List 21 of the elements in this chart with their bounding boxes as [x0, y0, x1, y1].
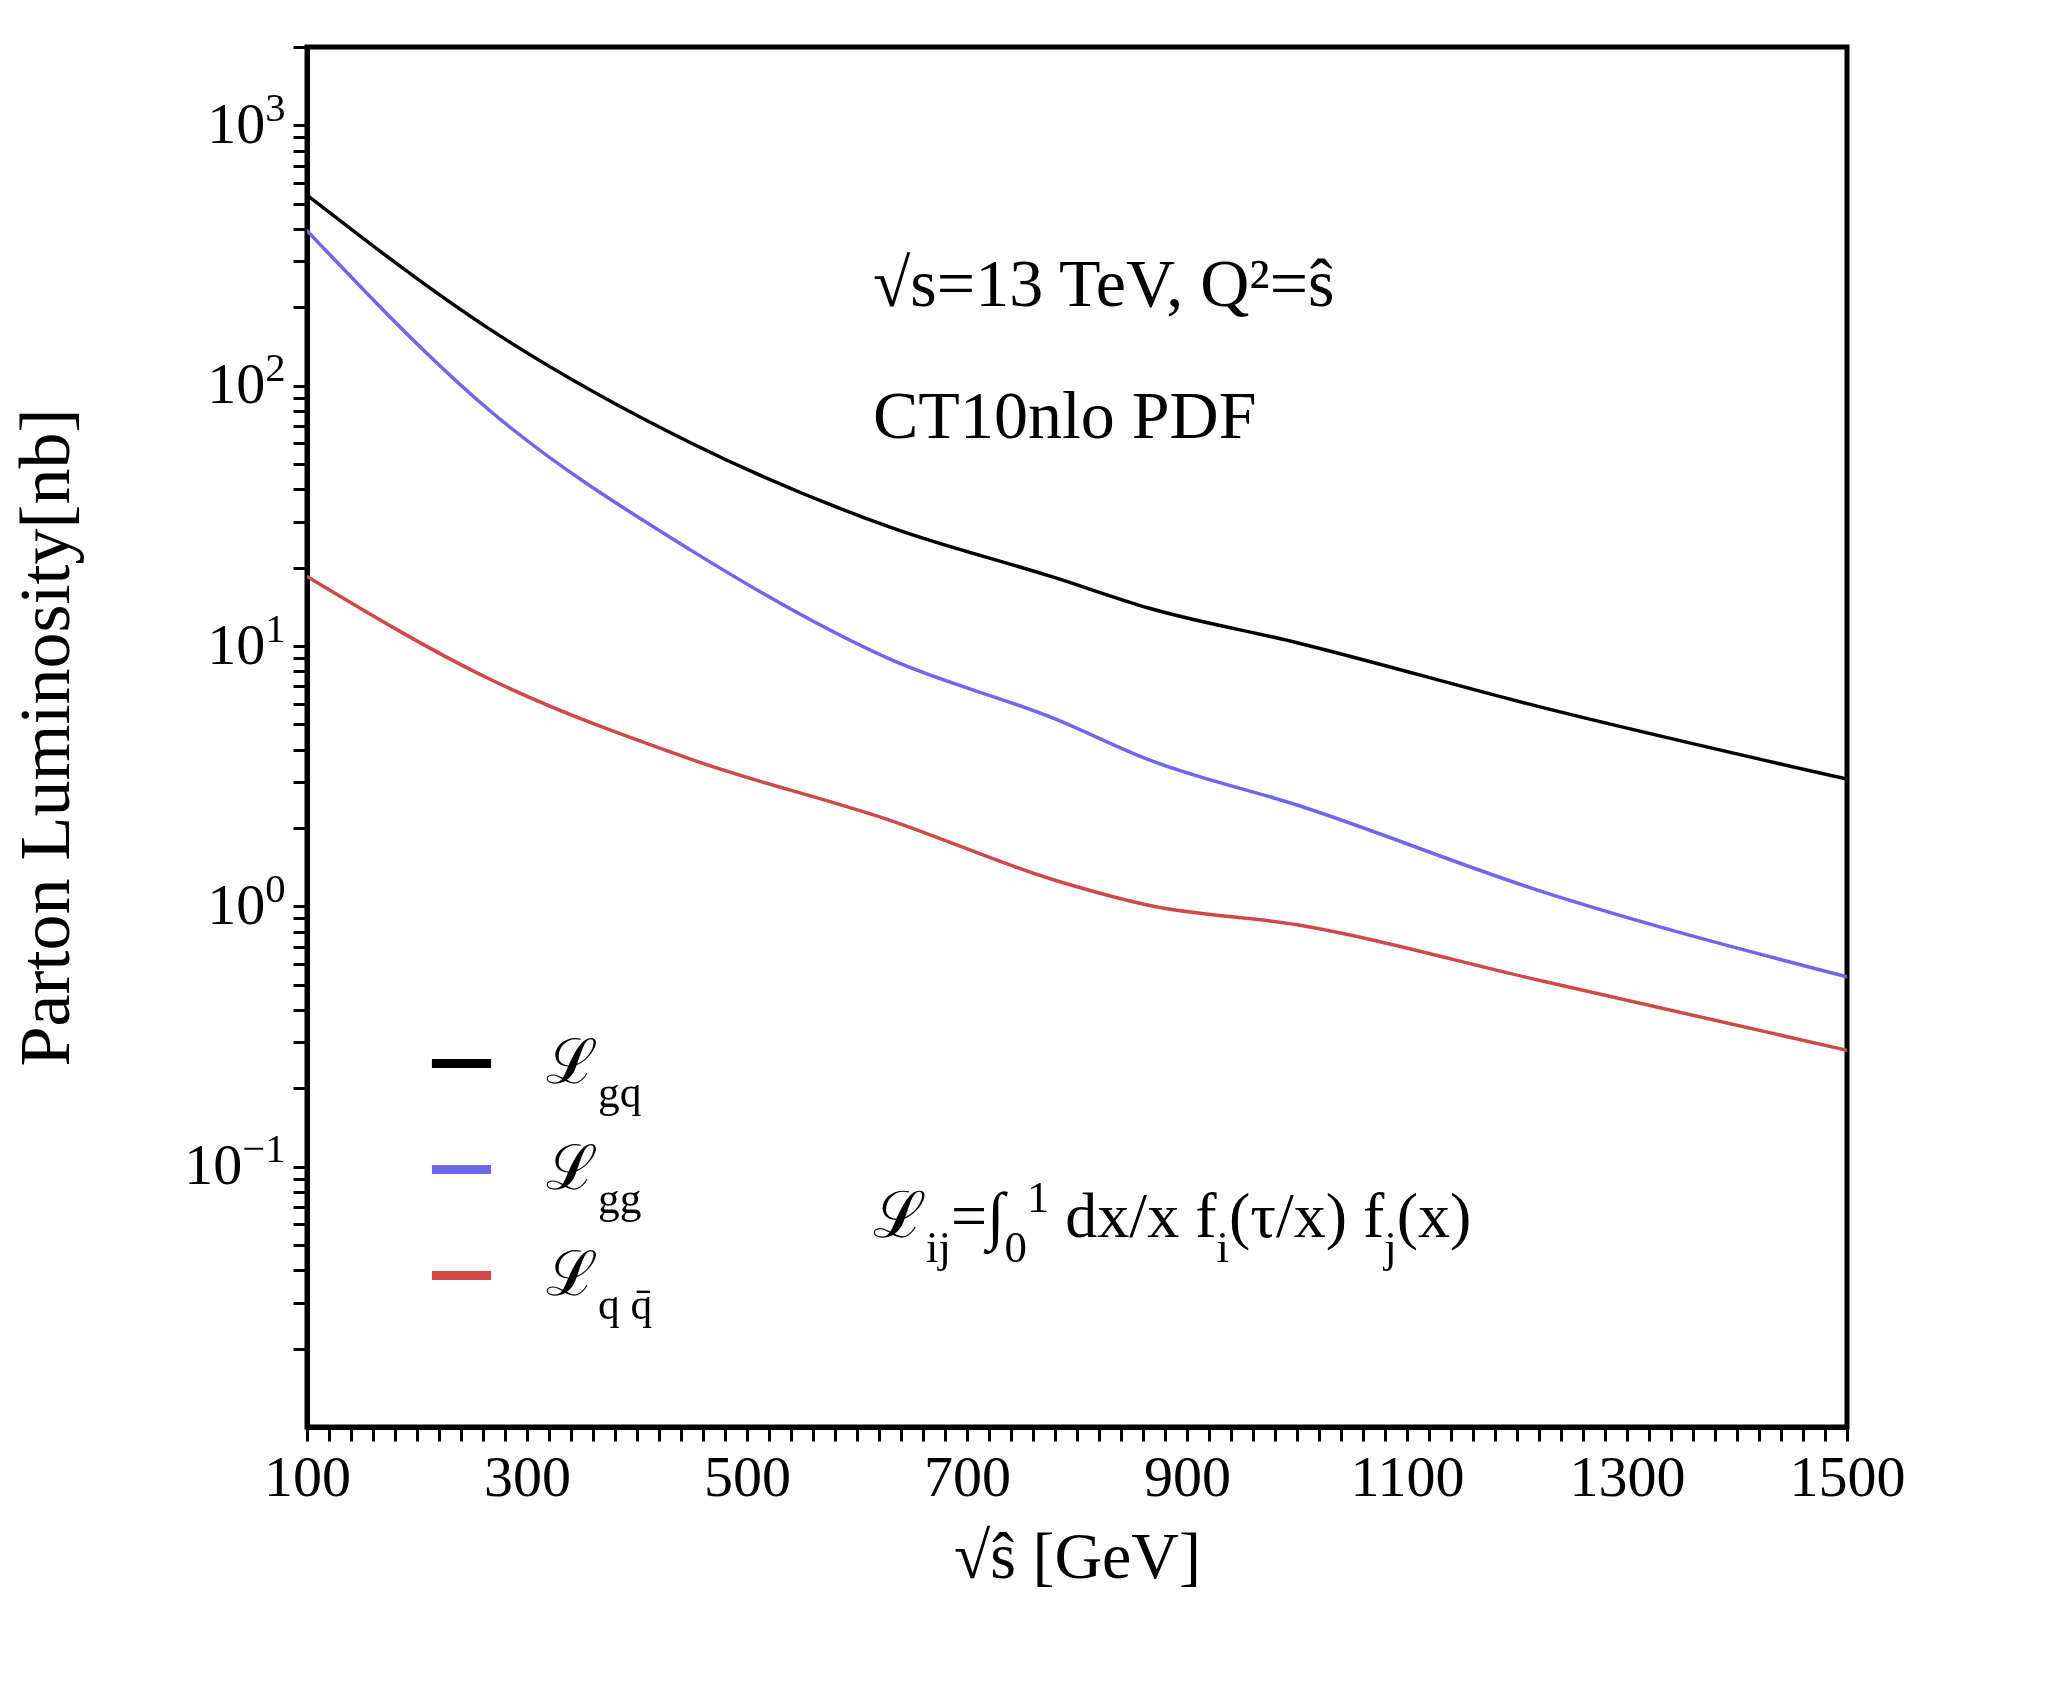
x-tick-label: 700	[924, 1443, 1011, 1509]
x-tick-label: 500	[704, 1443, 791, 1509]
x-tick-label: 1100	[1350, 1443, 1465, 1509]
y-tick-label: 10$^{−1}$	[184, 1125, 286, 1198]
annotation: CT10nlo PDF	[873, 377, 1257, 453]
x-axis-title: √ŝ [GeV]	[954, 1518, 1201, 1592]
legend-label: ℒ$_{gq}$	[546, 1027, 642, 1116]
y-tick-label: 10$^{3}$	[207, 84, 286, 156]
annotation: √s=13 TeV, Q²=ŝ	[873, 245, 1335, 321]
y-tick-label: 10$^{0}$	[207, 865, 286, 937]
legend-label: ℒ$_{gg}$	[546, 1133, 642, 1222]
x-tick-label: 900	[1144, 1443, 1231, 1509]
x-tick-label: 1300	[1569, 1443, 1686, 1509]
y-tick-label: 10$^{2}$	[207, 344, 286, 417]
x-tick-label: 300	[484, 1443, 571, 1509]
x-tick-label: 100	[264, 1443, 351, 1509]
text: ℒ$_{ij}$=∫$_{0}$$^{1}$ dx/x f$_{i}$(τ/x) f$_{j}$(x)	[873, 1172, 1472, 1272]
y-axis-title: Parton Luminosity[nb]	[4, 408, 85, 1067]
x-tick-label: 1500	[1789, 1443, 1906, 1509]
legend-label: ℒ$_{q q̄}$	[546, 1239, 653, 1328]
y-tick-label: 10$^{1}$	[207, 605, 286, 677]
